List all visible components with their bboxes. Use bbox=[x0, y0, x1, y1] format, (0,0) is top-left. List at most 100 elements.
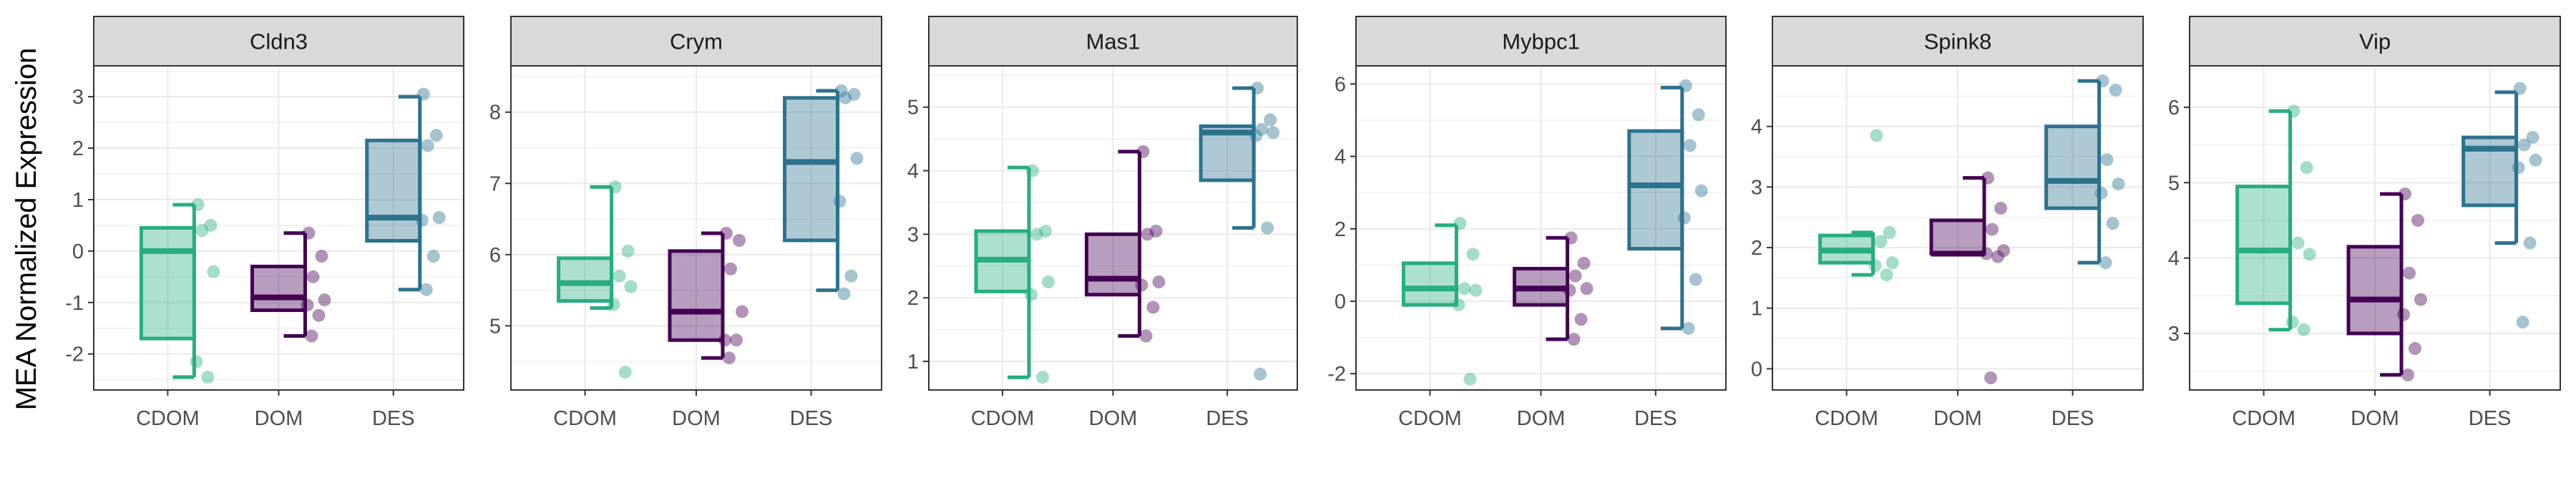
data-point-cdom bbox=[1026, 164, 1039, 177]
data-point-des bbox=[1254, 367, 1267, 381]
data-point-des bbox=[1692, 108, 1705, 122]
data-point-dom bbox=[1991, 250, 2004, 263]
panels: Cldn3 -2 -1 0 1 2 3 CDOM DOM DES Crym 5 6 7 8 CDOM DOM DE… bbox=[65, 16, 2561, 430]
data-point-dom bbox=[736, 305, 748, 318]
box-iqr bbox=[668, 249, 725, 342]
data-point-dom bbox=[1981, 171, 1994, 185]
data-point-dom bbox=[1986, 223, 1999, 236]
y-tick-label: 4 bbox=[2168, 248, 2180, 270]
box-iqr bbox=[1627, 129, 1684, 251]
data-point-cdom bbox=[618, 366, 632, 379]
data-point-dom bbox=[301, 298, 314, 312]
x-tick-label: DES bbox=[790, 407, 833, 430]
box-des bbox=[1627, 85, 1684, 331]
y-tick-label: 3 bbox=[907, 223, 919, 246]
data-point-cdom bbox=[1880, 268, 1893, 282]
facet-title: Mas1 bbox=[1086, 29, 1141, 54]
data-point-cdom bbox=[1452, 298, 1465, 312]
box-iqr bbox=[557, 256, 614, 303]
data-point-des bbox=[1261, 221, 1274, 235]
data-point-cdom bbox=[1868, 259, 1882, 273]
box-cdom bbox=[1818, 230, 1875, 277]
data-point-des bbox=[1683, 139, 1697, 152]
data-point-dom bbox=[1141, 228, 1154, 241]
data-point-dom bbox=[724, 262, 737, 275]
facet-title: Crym bbox=[670, 29, 723, 54]
box-des bbox=[365, 94, 422, 292]
data-point-cdom bbox=[1453, 217, 1467, 230]
box-cdom bbox=[1401, 223, 1458, 307]
box-cdom bbox=[974, 165, 1031, 379]
facet-strip bbox=[1772, 16, 2144, 67]
data-point-cdom bbox=[1463, 372, 1477, 386]
data-point-cdom bbox=[1870, 129, 1883, 142]
data-point-dom bbox=[2399, 187, 2411, 201]
y-tick-label: 3 bbox=[1751, 176, 1762, 199]
x-tick-label: CDOM bbox=[1815, 407, 1878, 430]
y-tick-label: 3 bbox=[2168, 323, 2180, 346]
x-tick-label: CDOM bbox=[2232, 407, 2296, 430]
data-point-dom bbox=[2409, 342, 2421, 356]
data-point-dom bbox=[733, 233, 746, 247]
data-point-cdom bbox=[2285, 316, 2299, 329]
y-tick-label: 1 bbox=[72, 189, 84, 212]
data-point-cdom bbox=[624, 280, 638, 293]
data-point-dom bbox=[2401, 368, 2414, 381]
data-point-des bbox=[2099, 256, 2112, 270]
box-des bbox=[783, 89, 840, 293]
box-cdom bbox=[2235, 109, 2293, 332]
data-point-dom bbox=[302, 226, 316, 240]
data-point-des bbox=[2512, 161, 2525, 175]
data-point-dom bbox=[1139, 329, 1153, 343]
data-point-dom bbox=[2411, 213, 2424, 227]
facet-panel-vip: Vip 3 4 5 6 CDOM DOM DES bbox=[2168, 16, 2561, 430]
facet-title: Vip bbox=[2359, 29, 2391, 54]
box-cdom bbox=[139, 203, 196, 379]
x-tick-label: DES bbox=[2051, 407, 2094, 430]
y-tick-label: 6 bbox=[1335, 73, 1346, 96]
x-tick-label: CDOM bbox=[136, 407, 200, 430]
y-tick-label: 5 bbox=[489, 315, 501, 338]
y-tick-label: -1 bbox=[65, 292, 84, 315]
facet-panel-spink8: Spink8 0 1 2 3 4 CDOM DOM DES bbox=[1751, 16, 2144, 430]
y-tick-label: 4 bbox=[907, 160, 919, 183]
box-dom bbox=[250, 231, 307, 338]
data-point-dom bbox=[718, 333, 731, 347]
data-point-des bbox=[1251, 82, 1264, 95]
data-point-dom bbox=[1980, 247, 1993, 260]
data-point-dom bbox=[2403, 266, 2416, 280]
y-tick-label: 3 bbox=[72, 86, 84, 109]
data-point-cdom bbox=[613, 269, 626, 283]
box-dom bbox=[1085, 150, 1141, 338]
data-point-dom bbox=[1564, 231, 1578, 245]
data-point-dom bbox=[306, 270, 320, 283]
data-point-dom bbox=[1574, 313, 1588, 326]
data-point-cdom bbox=[2300, 161, 2313, 175]
data-point-des bbox=[2523, 236, 2537, 250]
data-point-des bbox=[2526, 131, 2540, 145]
data-point-des bbox=[1689, 273, 1702, 286]
x-tick-label: DES bbox=[1634, 407, 1677, 430]
data-point-dom bbox=[318, 293, 331, 307]
data-point-cdom bbox=[621, 244, 635, 258]
data-point-des bbox=[416, 87, 430, 101]
data-point-cdom bbox=[1874, 235, 1888, 248]
data-point-cdom bbox=[195, 224, 209, 238]
data-point-dom bbox=[1580, 282, 1594, 296]
data-point-cdom bbox=[1042, 275, 1055, 288]
data-point-des bbox=[2100, 153, 2114, 167]
x-tick-label: CDOM bbox=[1398, 407, 1462, 430]
data-point-des bbox=[2094, 186, 2108, 200]
data-point-cdom bbox=[1036, 371, 1049, 384]
y-tick-label: 8 bbox=[489, 102, 501, 125]
box-dom bbox=[668, 231, 725, 360]
data-point-dom bbox=[1135, 278, 1148, 292]
data-point-des bbox=[415, 213, 429, 227]
y-tick-label: 0 bbox=[72, 240, 84, 263]
box-iqr bbox=[365, 138, 422, 243]
data-point-dom bbox=[1136, 145, 1150, 158]
data-point-dom bbox=[1984, 371, 1997, 385]
data-point-dom bbox=[1997, 244, 2010, 258]
facet-strip bbox=[510, 16, 882, 67]
facet-title: Cldn3 bbox=[250, 29, 308, 54]
